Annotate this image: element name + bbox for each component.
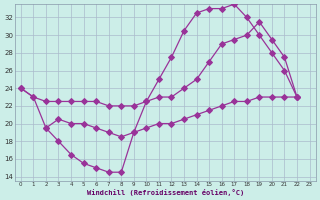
X-axis label: Windchill (Refroidissement éolien,°C): Windchill (Refroidissement éolien,°C) [87,189,244,196]
